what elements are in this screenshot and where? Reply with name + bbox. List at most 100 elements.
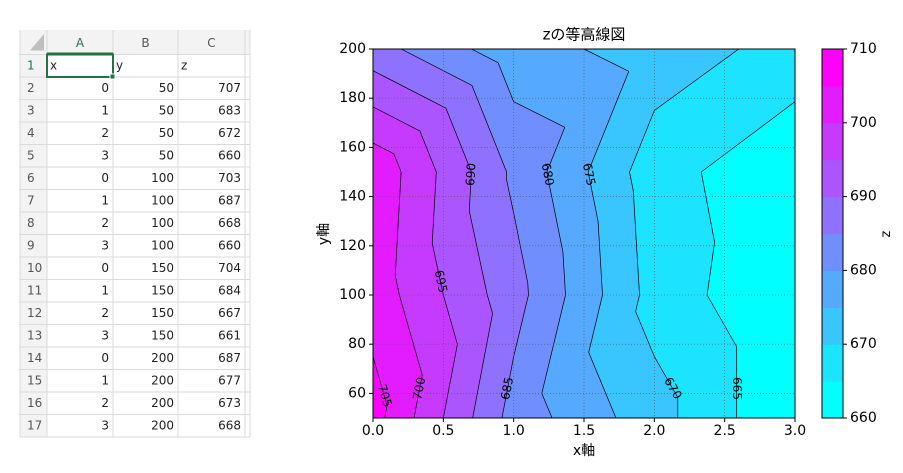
row-number: 12 [27, 306, 42, 320]
y-tick-label: 80 [348, 336, 366, 352]
row-number: 5 [27, 148, 35, 162]
row-number: 13 [27, 328, 42, 342]
contour-line [513, 101, 565, 128]
header-cell: x [50, 58, 57, 72]
x-tick-label: 1.5 [573, 423, 595, 439]
contour-label: 690 [463, 163, 478, 187]
data-cell: 2 [101, 216, 109, 230]
contour-line [468, 210, 488, 296]
colorbar-tick-label: 710 [850, 41, 877, 57]
data-cell: 1 [101, 193, 109, 207]
x-tick-label: 0.5 [432, 423, 454, 439]
row-number: 10 [27, 261, 42, 275]
contour-line [399, 294, 423, 376]
x-tick-label: 1.0 [503, 423, 525, 439]
contour-line [373, 70, 447, 109]
contour-line [587, 71, 630, 173]
corner-triangle [30, 34, 44, 51]
data-cell: 3 [101, 418, 109, 432]
data-cell: 704 [218, 261, 241, 275]
y-tick-label: 60 [348, 385, 366, 401]
contour-line [597, 221, 603, 296]
row-number: 1 [27, 58, 35, 72]
colorbar-band [822, 49, 843, 87]
data-cell: 0 [101, 171, 109, 185]
colorbar-tick-label: 700 [850, 115, 877, 131]
x-tick-label: 2.0 [643, 423, 665, 439]
contour-line [654, 49, 739, 111]
data-cell: 100 [151, 238, 174, 252]
data-cell: 100 [151, 193, 174, 207]
data-cell: 150 [151, 306, 174, 320]
contour-line [471, 85, 507, 173]
contour-line [400, 49, 473, 86]
data-cell: 687 [218, 351, 241, 365]
column-header: C [207, 36, 215, 50]
colorbar-band [822, 196, 843, 234]
colorbar-band [822, 344, 843, 382]
data-cell: 677 [218, 373, 241, 387]
data-cell: 661 [218, 328, 241, 342]
contour-line [384, 405, 388, 418]
row-number: 16 [27, 396, 42, 410]
row-number: 14 [27, 351, 42, 365]
x-tick-label: 2.5 [714, 423, 736, 439]
colorbar-frame [821, 48, 844, 419]
row-number: 4 [27, 126, 35, 140]
data-cell: 50 [159, 148, 174, 162]
data-cell: 672 [218, 126, 241, 140]
data-cell: 150 [151, 328, 174, 342]
contour-line [706, 242, 715, 296]
contour-line [394, 171, 402, 276]
data-cell: 683 [218, 103, 241, 117]
row-number: 6 [27, 171, 35, 185]
contour-line [632, 190, 640, 296]
data-cell: 0 [101, 81, 109, 95]
data-cell: 200 [151, 418, 174, 432]
colorbar-tick-label: 680 [850, 262, 877, 278]
contour-label: 680 [539, 162, 557, 187]
row-number: 11 [27, 283, 42, 297]
data-cell: 668 [218, 216, 241, 230]
contour-line [442, 344, 458, 418]
contour-line [541, 393, 553, 418]
contour-label: 685 [498, 376, 516, 401]
contour-line [700, 171, 715, 243]
y-axis-label: y軸 [316, 223, 332, 245]
contour-line [393, 153, 402, 173]
y-tick-label: 100 [339, 287, 366, 303]
contour-line [431, 243, 444, 296]
contour-line [505, 178, 515, 214]
header-row-bg [20, 30, 250, 55]
y-tick-label: 120 [339, 238, 366, 254]
contour-line [635, 311, 655, 357]
data-cell: 100 [151, 216, 174, 230]
y-tick-label: 180 [339, 90, 366, 106]
colorbar-band [822, 307, 843, 345]
contour-line [588, 294, 603, 353]
data-cell: 2 [101, 306, 109, 320]
data-cell: 200 [151, 351, 174, 365]
colorbar-label: z [879, 231, 894, 238]
row-number: 2 [27, 81, 35, 95]
colorbar-tick-label: 660 [850, 410, 877, 426]
data-cell: 3 [101, 148, 109, 162]
contour-line [546, 171, 564, 253]
colorbar-band [822, 381, 843, 419]
row-number: 7 [27, 193, 35, 207]
contour-label: 695 [432, 269, 450, 294]
colorbar-band [822, 159, 843, 198]
data-cell: 687 [218, 193, 241, 207]
row-number: 15 [27, 373, 42, 387]
data-cell: 673 [218, 396, 241, 410]
contour-label: 705 [375, 383, 395, 409]
row-number: 17 [27, 418, 42, 432]
row-number: 8 [27, 216, 35, 230]
contour-line [394, 275, 400, 296]
data-cell: 50 [159, 103, 174, 117]
data-cell: 100 [151, 171, 174, 185]
data-cell: 50 [159, 81, 174, 95]
row-number: 3 [27, 103, 35, 117]
